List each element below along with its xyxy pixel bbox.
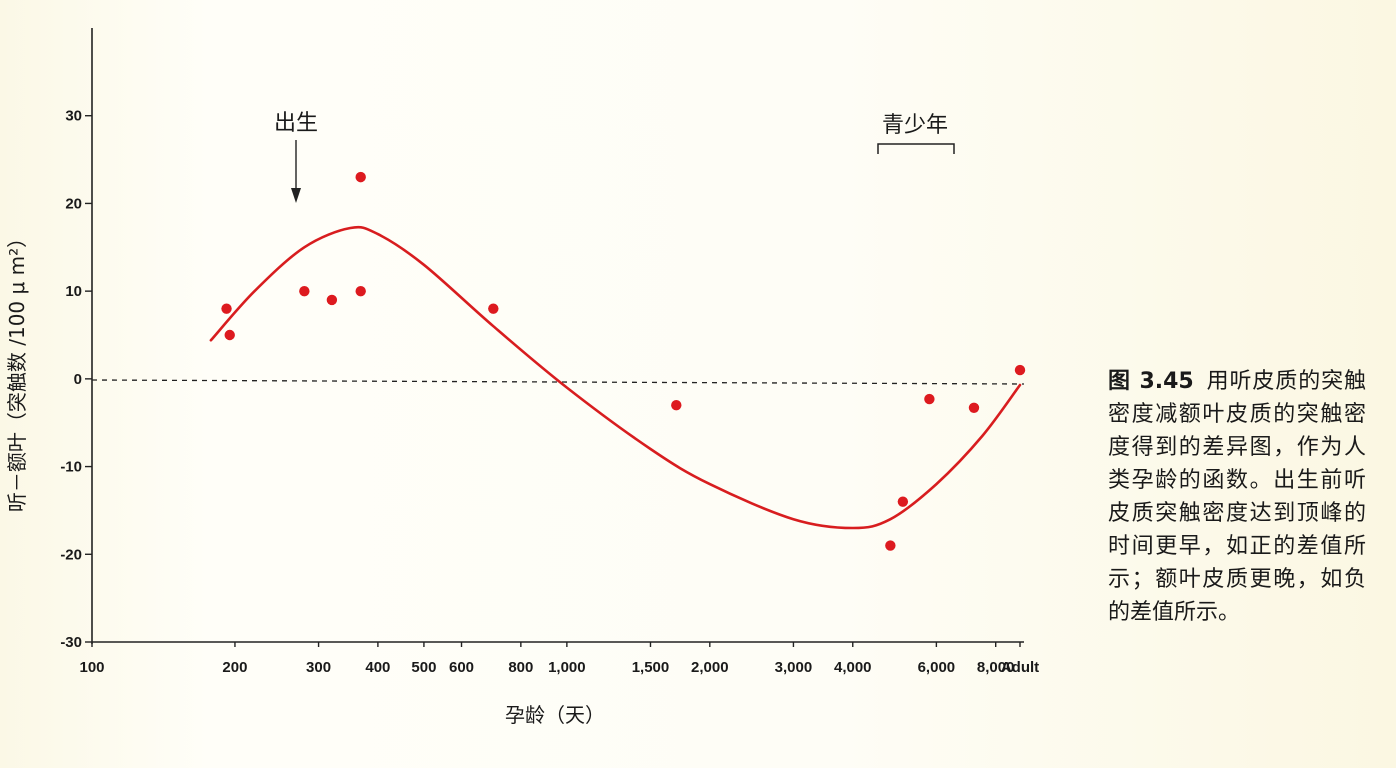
x-tick-label: 400 — [365, 659, 390, 676]
caption-text: 用听皮质的突触密度减额叶皮质的突触密度得到的差异图，作为人类孕龄的函数。出生前听… — [1108, 369, 1366, 625]
adolescence-bracket — [877, 143, 955, 154]
y-tick-label: 10 — [65, 283, 82, 300]
y-tick-label: 30 — [65, 108, 82, 125]
data-point — [224, 329, 235, 341]
x-tick-label: 1,500 — [632, 659, 670, 676]
x-tick-label: 800 — [508, 659, 533, 676]
data-point — [299, 285, 310, 297]
x-tick-label: 500 — [411, 659, 436, 676]
axes — [91, 28, 1025, 644]
x-tick-label: 100 — [79, 659, 104, 676]
data-points — [221, 171, 1026, 551]
x-tick-label: 200 — [222, 659, 247, 676]
x-tick-label: 300 — [306, 659, 331, 676]
data-point — [326, 294, 338, 306]
x-tick-label: 2,000 — [691, 659, 729, 676]
fit-curve — [209, 225, 1022, 530]
data-point — [671, 399, 682, 411]
data-point — [1014, 364, 1026, 376]
data-point — [221, 303, 232, 314]
y-tick-label: 20 — [65, 195, 82, 212]
data-point — [968, 402, 980, 414]
y-tick-label: -30 — [60, 634, 82, 651]
birth-annotation: 出生 — [274, 111, 318, 203]
x-tick-label: 600 — [449, 659, 474, 676]
x-tick-label: 3,000 — [775, 659, 813, 676]
fit-curve-layer — [209, 225, 1022, 530]
x-tick-label: 4,000 — [834, 659, 872, 676]
data-point — [355, 285, 366, 297]
data-point — [924, 393, 935, 405]
birth-arrow-icon — [291, 188, 301, 203]
data-point — [885, 540, 896, 551]
x-tick-label: 8,000 — [977, 659, 1015, 676]
x-tick-label: Adult — [1001, 659, 1039, 676]
y-tick-label: -10 — [60, 459, 82, 476]
y-ticks: 30 20 10 0 -10 -20 -30 — [60, 108, 92, 651]
birth-label: 出生 — [274, 111, 318, 136]
x-axis-title: 孕龄（天） — [505, 703, 605, 727]
data-point — [897, 496, 909, 507]
x-tick-label: 6,000 — [918, 659, 956, 676]
adolescence-label: 青少年 — [882, 113, 948, 138]
x-tick-label: 1,000 — [548, 659, 586, 676]
y-tick-label: -20 — [60, 546, 82, 563]
data-point — [355, 171, 366, 183]
y-tick-label: 0 — [74, 371, 82, 388]
caption-label: 图 3.45 — [1108, 369, 1194, 394]
x-ticks: 100 200 300 400 500 600 800 1,000 1,500 2,000 3,00… — [79, 642, 1039, 676]
figure-caption: 图 3.45 用听皮质的突触密度减额叶皮质的突触密度得到的差异图，作为人类孕龄的函… — [1108, 365, 1366, 629]
y-axis-title: 听－额叶（突触数 /100 μ m²） — [5, 228, 29, 512]
data-point — [488, 303, 499, 314]
adolescence-annotation: 青少年 — [877, 113, 955, 154]
